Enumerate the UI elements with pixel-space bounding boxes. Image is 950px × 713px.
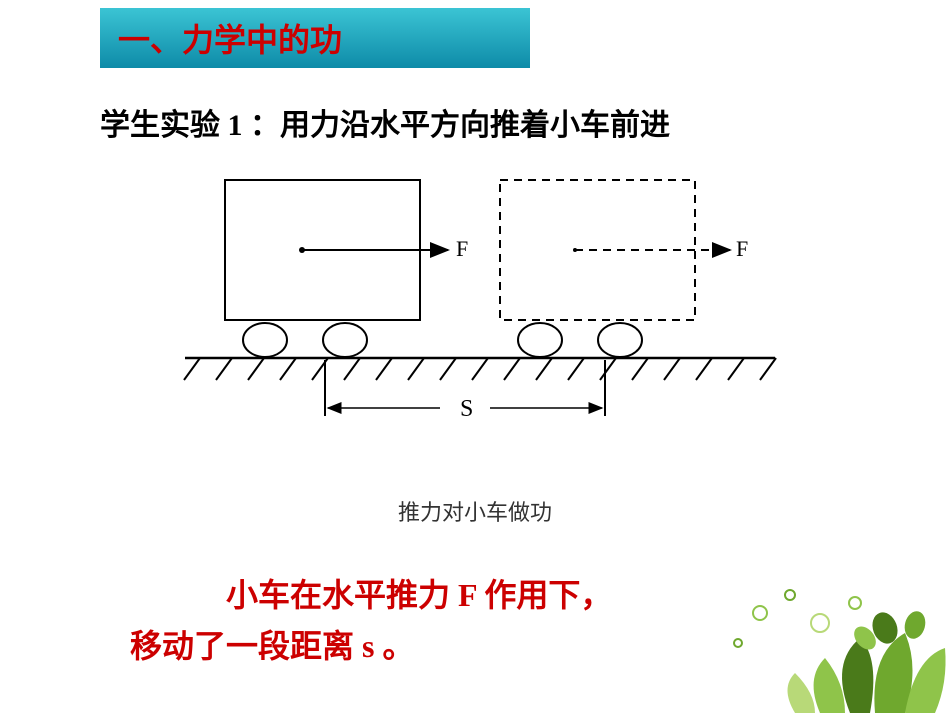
title-banner: 一、力学中的功 (100, 8, 530, 68)
diagram-caption: 推力对小车做功 (0, 495, 950, 527)
flower-decoration (720, 583, 950, 713)
physics-diagram: F F (170, 160, 790, 490)
wheel (598, 323, 642, 357)
wheel (518, 323, 562, 357)
force-origin (573, 248, 577, 252)
conclusion-line2: 移动了一段距离 s 。 (130, 628, 414, 664)
force-label: F (456, 236, 468, 261)
cart-diagram-svg: F F (170, 160, 790, 490)
distance-label: S (460, 396, 473, 422)
force-label: F (736, 236, 748, 261)
conclusion-text: 小车在水平推力 F 作用下， 移动了一段距离 s 。 (130, 570, 770, 672)
conclusion-line1: 小车在水平推力 F 作用下， (130, 577, 612, 613)
wheel (243, 323, 287, 357)
wheel (323, 323, 367, 357)
section-title: 一、力学中的功 (118, 15, 342, 61)
experiment-subtitle: 学生实验 1 ：用力沿水平方向推着小车前进 (100, 100, 840, 144)
ground-hatches (184, 358, 776, 380)
